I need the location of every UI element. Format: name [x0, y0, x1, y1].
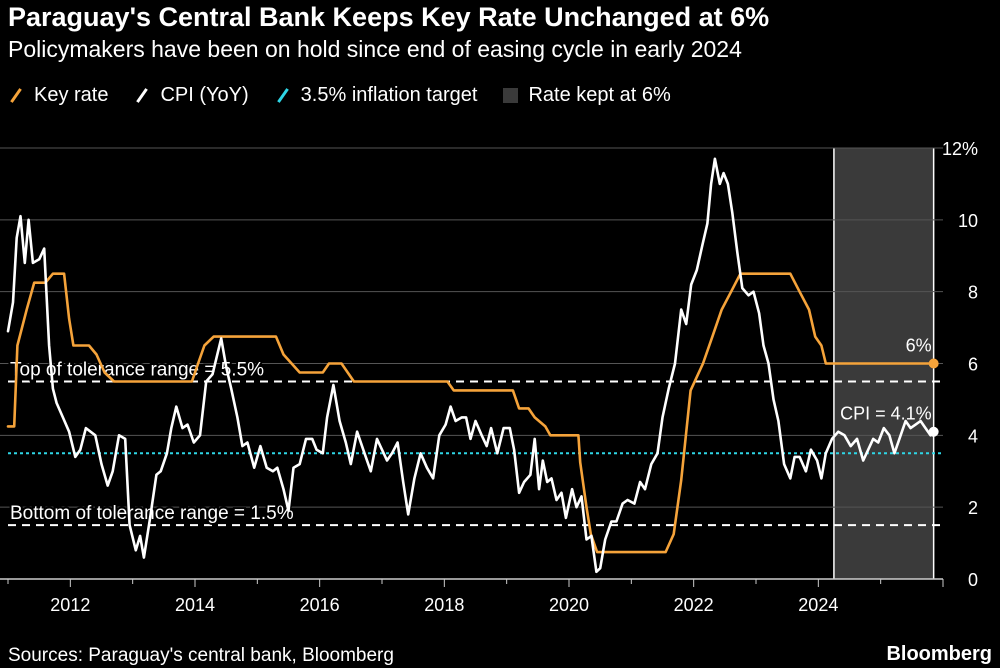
x-tick-label-2020: 2020 — [549, 595, 589, 615]
series-line-key-rate — [6, 272, 935, 554]
y-tick-label-4: 4 — [968, 426, 978, 446]
y-tick-label-0: 0 — [968, 570, 978, 590]
legend-shade-label: Rate kept at 6% — [528, 83, 671, 106]
y-tick-label-6: 6 — [968, 355, 978, 375]
legend-item-target: 3.5% inflation target — [275, 83, 478, 107]
source-note: Sources: Paraguay's central bank, Bloomb… — [8, 645, 394, 666]
x-tick-label-2016: 2016 — [300, 595, 340, 615]
x-tick-label-2022: 2022 — [674, 595, 714, 615]
y-tick-label-10: 10 — [958, 211, 978, 231]
legend: Key rate CPI (YoY) 3.5% inflation target… — [8, 82, 697, 108]
chart-subtitle: Policymakers have been on hold since end… — [8, 36, 742, 62]
x-tick-label-2014: 2014 — [175, 595, 215, 615]
legend-cpi-label: CPI (YoY) — [160, 83, 249, 106]
legend-item-shade: Rate kept at 6% — [503, 83, 671, 107]
x-tick-label-2024: 2024 — [798, 595, 838, 615]
end-marker-1 — [928, 426, 939, 437]
x-tick-label-2018: 2018 — [424, 595, 464, 615]
legend-item-key-rate: Key rate — [8, 84, 108, 107]
legend-target-label: 3.5% inflation target — [300, 83, 478, 106]
y-tick-label-12: 12% — [942, 139, 978, 159]
brand-logo: Bloomberg — [886, 643, 992, 665]
chart-title: Paraguay's Central Bank Keeps Key Rate U… — [8, 2, 770, 32]
y-tick-label-8: 8 — [968, 283, 978, 303]
y-tick-label-2: 2 — [968, 498, 978, 518]
legend-shade-swatch — [503, 87, 519, 103]
legend-item-cpi: CPI (YoY) — [134, 83, 249, 107]
x-tick-label-2012: 2012 — [50, 595, 90, 615]
legend-key-rate-label: Key rate — [34, 83, 109, 106]
end-label-0: 6% — [906, 336, 932, 356]
end-label-1: CPI = 4.1% — [840, 404, 932, 424]
end-marker-0 — [928, 358, 939, 369]
series-line-cpi-yoy- — [6, 157, 935, 574]
